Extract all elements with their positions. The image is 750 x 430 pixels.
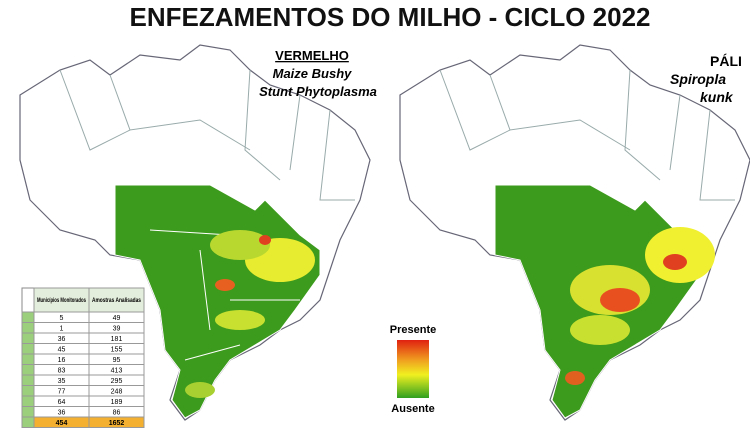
hotspot	[565, 371, 585, 385]
total-text: 454	[56, 420, 68, 427]
title: ENFEZAMENTOS DO MILHO - CICLO 2022	[129, 2, 650, 32]
cell-text: 413	[111, 368, 123, 375]
map-subtitle: kunk	[700, 89, 734, 105]
row-marker	[21, 343, 35, 355]
map-label: PÁLI	[710, 53, 742, 69]
map-subtitle: Spiropla	[670, 71, 726, 87]
map-subtitle: Stunt Phytoplasma	[259, 84, 377, 99]
legend-gradient	[397, 340, 429, 398]
total-cell	[88, 416, 145, 428]
cell-text: 45	[58, 347, 66, 354]
cell-text: 77	[58, 389, 66, 396]
header-text: Municípios Monitorados	[37, 298, 86, 304]
cell-text: 36	[58, 410, 66, 417]
data-table: Municípios Monitorados Amostras Analisada…	[21, 287, 145, 428]
row-marker	[21, 364, 35, 376]
cell-text: 181	[111, 336, 123, 343]
cell-text: 189	[111, 399, 123, 406]
hotspot	[215, 279, 235, 291]
cell-text: 86	[113, 410, 121, 417]
row-marker	[21, 322, 35, 334]
row-marker	[21, 385, 35, 397]
map-label: VERMELHO	[275, 48, 349, 63]
hotspot	[215, 310, 265, 330]
cell-text: 248	[111, 389, 123, 396]
row-marker	[21, 353, 35, 365]
cell-text: 35	[58, 378, 66, 385]
header-text: Amostras Analisadas	[92, 298, 142, 304]
legend-low: Ausente	[391, 403, 434, 415]
cell-text: 39	[113, 326, 121, 333]
header-cell	[33, 287, 90, 313]
row-marker	[21, 311, 35, 323]
row-marker	[21, 416, 35, 428]
right-map: PÁLI Spiropla kunk	[399, 44, 750, 421]
cell-text: 5	[60, 315, 64, 322]
state-borders	[59, 69, 355, 201]
cell-text: 1	[60, 326, 64, 333]
hotspot	[210, 230, 270, 260]
row-marker	[21, 374, 35, 386]
row-marker	[21, 406, 35, 418]
cell-text: 36	[58, 336, 66, 343]
state-borders	[439, 69, 735, 201]
row-marker	[21, 395, 35, 407]
cell-text: 83	[58, 368, 66, 375]
hotspot	[663, 254, 687, 270]
cell-text: 49	[113, 315, 121, 322]
hotspot	[185, 382, 215, 398]
cell-text: 295	[111, 378, 123, 385]
cell-text: 64	[58, 399, 66, 406]
hotspot	[259, 235, 271, 245]
map-subtitle: Maize Bushy	[273, 66, 353, 81]
cell-text: 16	[58, 357, 66, 364]
left-map: VERMELHO Maize Bushy Stunt Phytoplasma	[19, 44, 377, 421]
hotspot	[600, 288, 640, 312]
total-text: 1652	[109, 420, 125, 427]
header-cell	[88, 287, 145, 313]
row-marker	[21, 332, 35, 344]
hotspot	[570, 315, 630, 345]
cell-text: 95	[113, 357, 121, 364]
cell-text: 155	[111, 347, 123, 354]
legend: Presente Ausente	[390, 324, 436, 415]
legend-high: Presente	[390, 324, 436, 336]
